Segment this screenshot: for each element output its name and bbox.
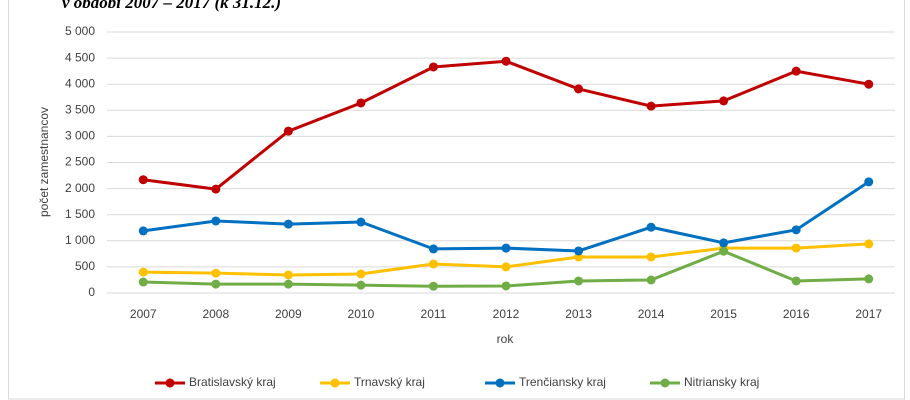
y-tick-label: 1 500 (65, 207, 95, 221)
x-tick-label: 2009 (275, 307, 302, 321)
x-axis-label: rok (497, 332, 515, 346)
data-point (283, 126, 293, 136)
legend-label: Trenčiansky kraj (519, 375, 606, 389)
x-tick-label: 2011 (421, 307, 447, 321)
data-point (501, 281, 511, 291)
y-axis-label: počet zamestnancov (37, 107, 51, 217)
data-point (138, 277, 148, 287)
data-point (428, 281, 438, 291)
legend-label: Trnavský kraj (354, 375, 425, 389)
data-point (574, 246, 584, 256)
data-point (428, 259, 438, 269)
y-tick-label: 3 500 (65, 102, 95, 116)
data-point (574, 276, 584, 286)
data-point (864, 274, 874, 284)
x-tick-label: 2007 (130, 307, 157, 321)
x-tick-label: 2014 (638, 307, 665, 321)
series-line (143, 59, 869, 191)
data-point (864, 177, 874, 187)
data-point (791, 243, 801, 253)
data-point (283, 219, 293, 229)
x-tick-label: 2017 (855, 307, 882, 321)
data-point (211, 184, 221, 194)
y-tick-label: 4 500 (65, 50, 95, 64)
data-point (138, 175, 148, 185)
data-point (791, 276, 801, 286)
data-point (646, 252, 656, 262)
data-point (138, 226, 148, 236)
y-tick-label: 3 000 (65, 129, 95, 143)
legend-marker (165, 378, 175, 388)
data-point (211, 268, 221, 278)
legend-marker (660, 378, 670, 388)
data-point (356, 269, 366, 279)
data-point (719, 246, 729, 256)
data-point (646, 222, 656, 232)
x-tick-label: 2015 (710, 307, 737, 321)
x-tick-label: 2008 (202, 307, 229, 321)
data-point (719, 238, 729, 248)
data-point (864, 79, 874, 89)
legend-marker (495, 378, 505, 388)
y-tick-label: 0 (88, 285, 95, 299)
data-point (646, 275, 656, 285)
data-point (283, 270, 293, 280)
y-tick-label: 2 000 (65, 181, 95, 195)
data-point (138, 267, 148, 277)
y-tick-label: 2 500 (65, 155, 95, 169)
x-tick-label: 2013 (565, 307, 592, 321)
data-point (719, 96, 729, 106)
data-point (356, 280, 366, 290)
data-point (501, 243, 511, 253)
legend-label: Bratislavský kraj (189, 375, 276, 389)
data-point (356, 98, 366, 108)
data-point (211, 216, 221, 226)
chart-border (8, 0, 905, 400)
y-tick-label: 1 000 (65, 233, 95, 247)
data-point (791, 225, 801, 235)
data-point (574, 84, 584, 94)
data-point (501, 56, 511, 66)
y-tick-label: 5 000 (65, 24, 95, 38)
y-tick-label: 4 000 (65, 76, 95, 90)
y-tick-label: 500 (75, 259, 95, 273)
data-point (428, 62, 438, 72)
chart-title: v období 2007 – 2017 (k 31.12.) (62, 0, 281, 12)
x-tick-label: 2012 (493, 307, 520, 321)
legend-marker (330, 378, 340, 388)
data-point (791, 66, 801, 76)
data-point (864, 239, 874, 249)
x-tick-label: 2016 (783, 307, 810, 321)
data-point (211, 279, 221, 289)
data-point (356, 217, 366, 227)
data-point (283, 279, 293, 289)
data-point (501, 262, 511, 272)
legend-label: Nitriansky kraj (684, 375, 759, 389)
x-tick-label: 2010 (348, 307, 375, 321)
data-point (428, 244, 438, 254)
data-point (646, 101, 656, 111)
